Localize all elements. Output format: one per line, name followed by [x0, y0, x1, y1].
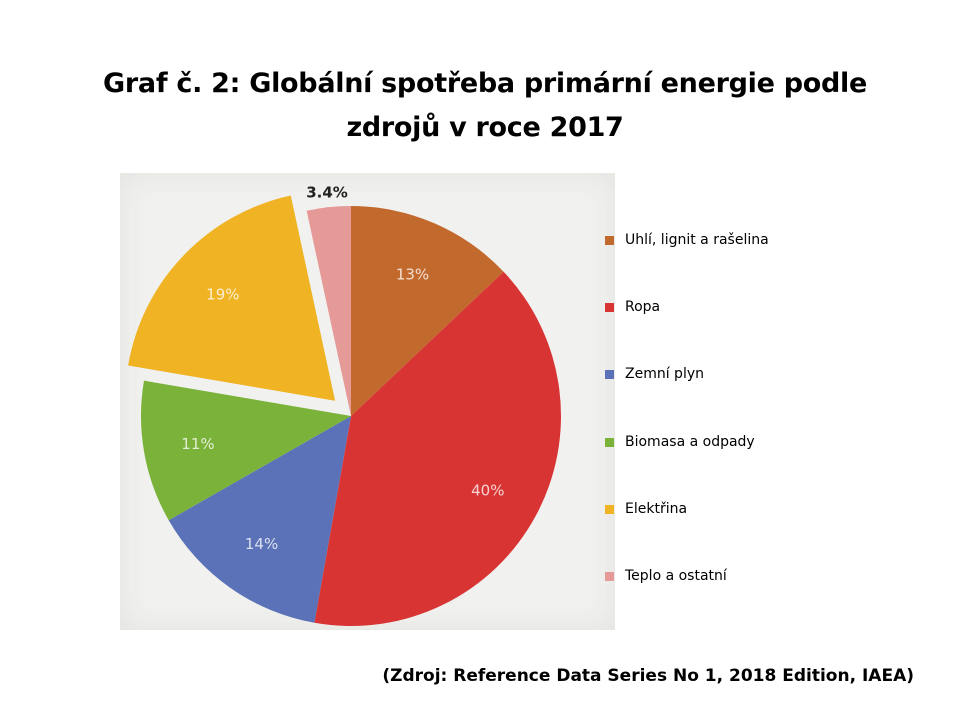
legend-label: Ropa — [625, 299, 661, 316]
chart-title-line-1: Graf č. 2: Globální spotřeba primární en… — [103, 68, 867, 99]
slice-value-label-ropa: 40% — [471, 482, 504, 500]
legend-swatch — [605, 370, 614, 380]
pie-slice-teplo-a-ostatni — [306, 206, 351, 416]
legend-swatch — [605, 504, 614, 514]
slice-value-label-biomasa-a-odpady: 11% — [181, 435, 214, 453]
pie-slice-uhli-lignit-a-raselina — [351, 206, 504, 416]
pie-chart: 13% 40% 14% 11% 19% 3.4% — [128, 183, 561, 626]
chart-title: Graf č. 2: Globální spotřeba primární en… — [60, 62, 910, 150]
pie-slice-zemni-plyn — [168, 416, 351, 623]
slice-value-label-zemni-plyn: 14% — [245, 535, 278, 553]
legend-item-teplo-a-ostatni: Teplo a ostatní — [603, 558, 823, 625]
source-note: (Zdroj: Reference Data Series No 1, 2018… — [382, 666, 914, 686]
chart-legend: Uhlí, lignit a rašelina Ropa Zemní plyn Bio… — [603, 222, 823, 625]
legend-item-uhli-lignit-a-raselina: Uhlí, lignit a rašelina — [603, 222, 823, 289]
legend-label: Teplo a ostatní — [625, 567, 727, 584]
legend-swatch — [605, 236, 614, 245]
slice-value-label-elektrina: 19% — [206, 285, 239, 303]
pie-slice-ropa — [314, 271, 561, 626]
legend-swatch — [605, 571, 614, 581]
pie-slice-biomasa-a-odpady — [141, 380, 351, 521]
legend-item-elektrina: Elektřina — [603, 491, 823, 558]
legend-item-biomasa-a-odpady: Biomasa a odpady — [603, 424, 823, 491]
legend-item-ropa: Ropa — [603, 289, 823, 356]
legend-swatch — [605, 303, 614, 313]
chart-photo-area: 13% 40% 14% 11% 19% 3.4% — [120, 173, 615, 630]
pie-slice-elektrina — [128, 195, 336, 401]
chart-title-line-2: zdrojů v roce 2017 — [346, 112, 624, 143]
legend-label: Uhlí, lignit a rašelina — [625, 232, 769, 248]
slice-value-label-teplo-a-ostatni: 3.4% — [306, 183, 348, 201]
slice-value-label-uhli-lignit-a-raselina: 13% — [396, 265, 429, 283]
legend-item-zemni-plyn: Zemní plyn — [603, 356, 823, 423]
legend-label: Biomasa a odpady — [625, 433, 755, 450]
legend-label: Elektřina — [625, 500, 688, 517]
legend-label: Zemní plyn — [625, 366, 704, 383]
legend-swatch — [605, 437, 614, 447]
